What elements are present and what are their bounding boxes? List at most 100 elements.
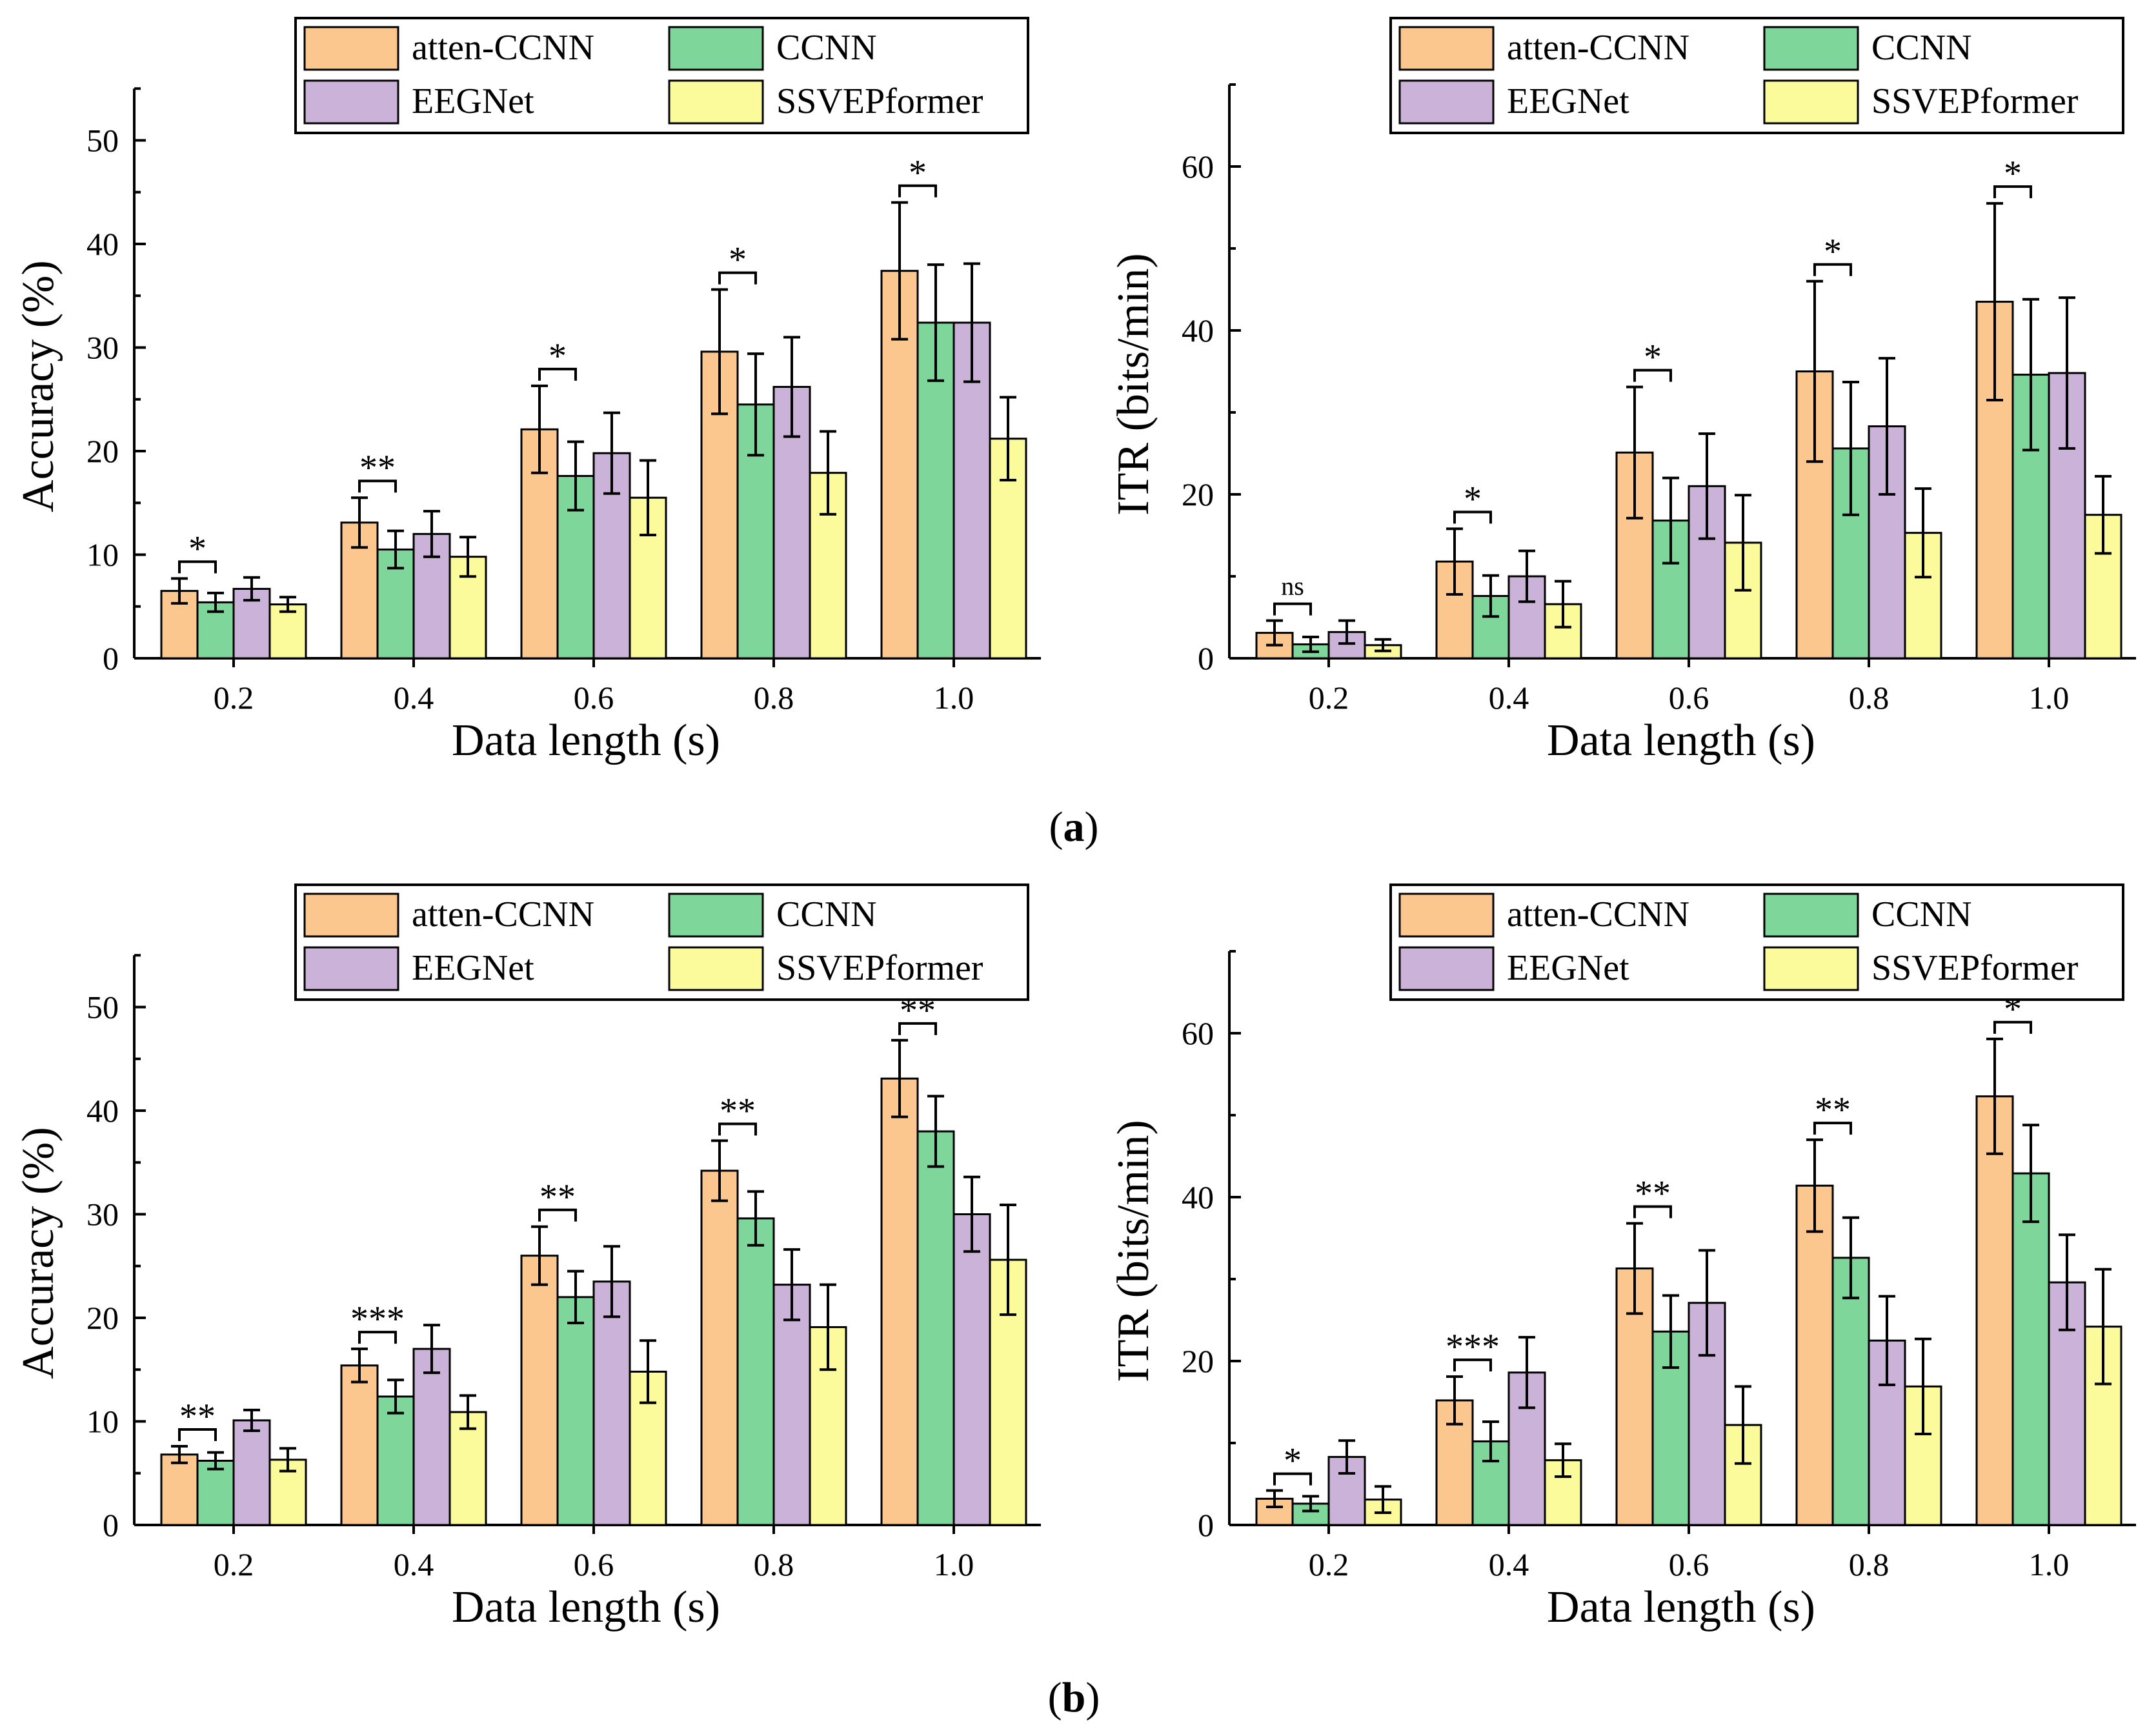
y-tick-label: 50 [86,989,119,1025]
significance-bracket [1453,1358,1492,1372]
bar [1975,1095,2014,1526]
x-tick-label: 0.2 [1309,1546,1349,1582]
legend-label: CCNN [1871,28,1972,68]
bar [736,1217,775,1526]
legend-box [1389,883,2124,1001]
legend-label: EEGNet [412,948,534,988]
bar [556,1296,595,1526]
significance-bracket [718,1122,757,1136]
x-tick-label: 1.0 [934,680,974,716]
y-tick-label: 10 [86,537,119,573]
legend-label: EEGNet [1507,948,1629,988]
bar [700,1169,739,1526]
significance-label: ns [1281,572,1304,601]
x-tick-label: 0.6 [1669,680,1709,716]
legend-swatch [1763,893,1859,938]
chart-b-itr: 0 20 40 60 ITR (bits/min) Data length (s) 0.2 *… [1109,883,2136,1632]
legend-label: SSVEPformer [1871,81,2079,121]
significance-label: ** [720,1091,756,1131]
bar [880,1077,919,1526]
significance-bracket [1633,368,1672,382]
x-tick-label: 1.0 [2029,680,2070,716]
significance-bracket [1453,510,1492,524]
legend-swatch [1398,26,1495,71]
y-tick-label: 20 [86,433,119,469]
bar [592,1280,631,1526]
significance-bracket [538,367,577,381]
bar [376,1395,415,1526]
y-tick-label: 60 [1182,1015,1214,1051]
significance-label: * [2004,154,2022,194]
y-axis-label: Accuracy (%) [14,260,63,512]
x-tick-label: 0.6 [1669,1546,1709,1582]
bar [412,1347,451,1526]
legend-swatch [303,893,399,938]
bar [1831,1257,1870,1526]
significance-label: * [729,240,747,280]
legend-swatch [1763,946,1859,991]
legend-label: atten-CCNN [1507,28,1689,68]
legend-box [294,17,1029,134]
x-axis-label: Data length (s) [1547,716,1815,765]
significance-label: * [1284,1441,1302,1481]
significance-bracket [1813,263,1852,276]
x-tick-label: 0.2 [1309,680,1349,716]
legend-label: EEGNet [412,81,534,121]
significance-bracket [1273,1472,1312,1486]
x-tick-label: 0.6 [574,680,614,716]
significance-label: *** [1446,1327,1500,1367]
y-axis-label: ITR (bits/min) [1109,253,1158,515]
significance-bracket [718,271,757,285]
legend-swatch [303,79,399,125]
y-tick-label: 40 [86,226,119,262]
legend-label: CCNN [776,894,877,934]
legend-swatch [303,26,399,71]
significance-bracket [1633,1205,1672,1218]
legend-swatch [668,79,764,125]
significance-bracket [1993,1020,2032,1034]
legend-swatch [1398,893,1495,938]
legend-label: SSVEPformer [776,81,983,121]
significance-label: ** [1815,1090,1851,1130]
legend-swatch [1398,946,1495,991]
significance-label: *** [350,1299,405,1339]
y-tick-label: 40 [86,1093,119,1129]
significance-bracket [358,1331,397,1344]
bar [989,438,1027,660]
significance-label: * [1644,338,1662,378]
significance-bracket [898,1022,937,1035]
bar [160,1453,199,1526]
y-tick-label: 0 [103,1507,119,1543]
x-tick-label: 1.0 [934,1546,974,1582]
y-tick-label: 30 [86,330,119,366]
y-tick-label: 20 [86,1300,119,1336]
x-tick-label: 0.4 [394,680,434,716]
significance-label: ** [359,448,396,488]
significance-label: ** [539,1177,576,1217]
legend-label: CCNN [776,28,877,68]
y-tick-label: 20 [1182,1343,1214,1379]
x-tick-label: 1.0 [2029,1546,2070,1582]
bar [232,1419,271,1526]
legend-label: EEGNet [1507,81,1629,121]
bar [196,1459,235,1526]
bar [449,1411,487,1526]
legend-swatch [668,893,764,938]
legend-label: atten-CCNN [1507,894,1689,934]
x-axis-label: Data length (s) [1547,1582,1815,1632]
legend-label: atten-CCNN [412,28,594,68]
legend-box [1389,17,2124,134]
x-tick-label: 0.8 [754,1546,794,1582]
y-tick-label: 0 [1198,1507,1214,1543]
x-tick-label: 0.4 [394,1546,434,1582]
caption-a: (a) [1049,803,1099,851]
legend-swatch [1763,79,1859,125]
bar [1795,1184,1834,1526]
significance-label: * [549,336,567,376]
legend-label: atten-CCNN [412,894,594,934]
y-tick-label: 10 [86,1404,119,1440]
bar [340,1364,379,1526]
significance-bracket [178,560,217,574]
